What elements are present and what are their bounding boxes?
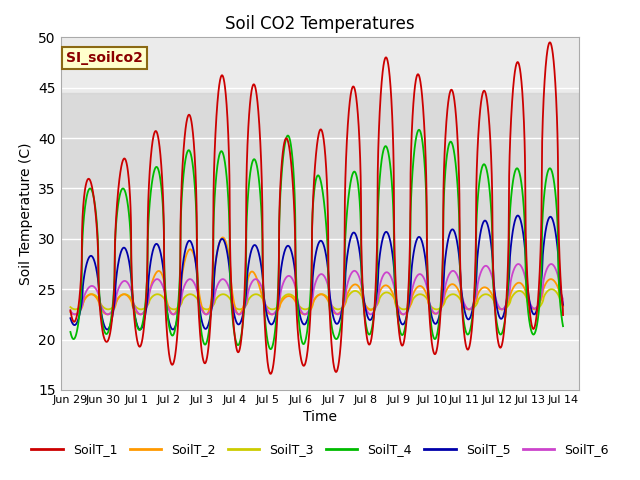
Y-axis label: Soil Temperature (C): Soil Temperature (C) [19,143,33,285]
Bar [61,93,579,314]
X-axis label: Time: Time [303,410,337,424]
Legend: SoilT_1, SoilT_2, SoilT_3, SoilT_4, SoilT_5, SoilT_6: SoilT_1, SoilT_2, SoilT_3, SoilT_4, Soil… [26,438,614,461]
Title: Soil CO2 Temperatures: Soil CO2 Temperatures [225,15,415,33]
Text: SI_soilco2: SI_soilco2 [66,51,143,65]
